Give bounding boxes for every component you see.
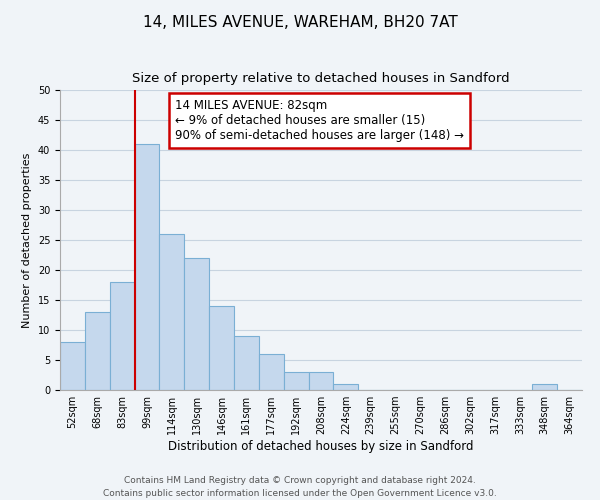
Bar: [259, 354, 284, 390]
Text: Contains HM Land Registry data © Crown copyright and database right 2024.
Contai: Contains HM Land Registry data © Crown c…: [103, 476, 497, 498]
Text: 14 MILES AVENUE: 82sqm
← 9% of detached houses are smaller (15)
90% of semi-deta: 14 MILES AVENUE: 82sqm ← 9% of detached …: [175, 99, 464, 142]
Bar: [334, 384, 358, 390]
Text: 14, MILES AVENUE, WAREHAM, BH20 7AT: 14, MILES AVENUE, WAREHAM, BH20 7AT: [143, 15, 457, 30]
Bar: [85, 312, 110, 390]
Bar: [134, 144, 160, 390]
Bar: [110, 282, 134, 390]
Bar: [160, 234, 184, 390]
Title: Size of property relative to detached houses in Sandford: Size of property relative to detached ho…: [132, 72, 510, 85]
Bar: [184, 258, 209, 390]
Y-axis label: Number of detached properties: Number of detached properties: [22, 152, 32, 328]
Bar: [308, 372, 334, 390]
Bar: [209, 306, 234, 390]
Bar: [532, 384, 557, 390]
Bar: [284, 372, 308, 390]
Bar: [60, 342, 85, 390]
X-axis label: Distribution of detached houses by size in Sandford: Distribution of detached houses by size …: [168, 440, 474, 453]
Bar: [234, 336, 259, 390]
